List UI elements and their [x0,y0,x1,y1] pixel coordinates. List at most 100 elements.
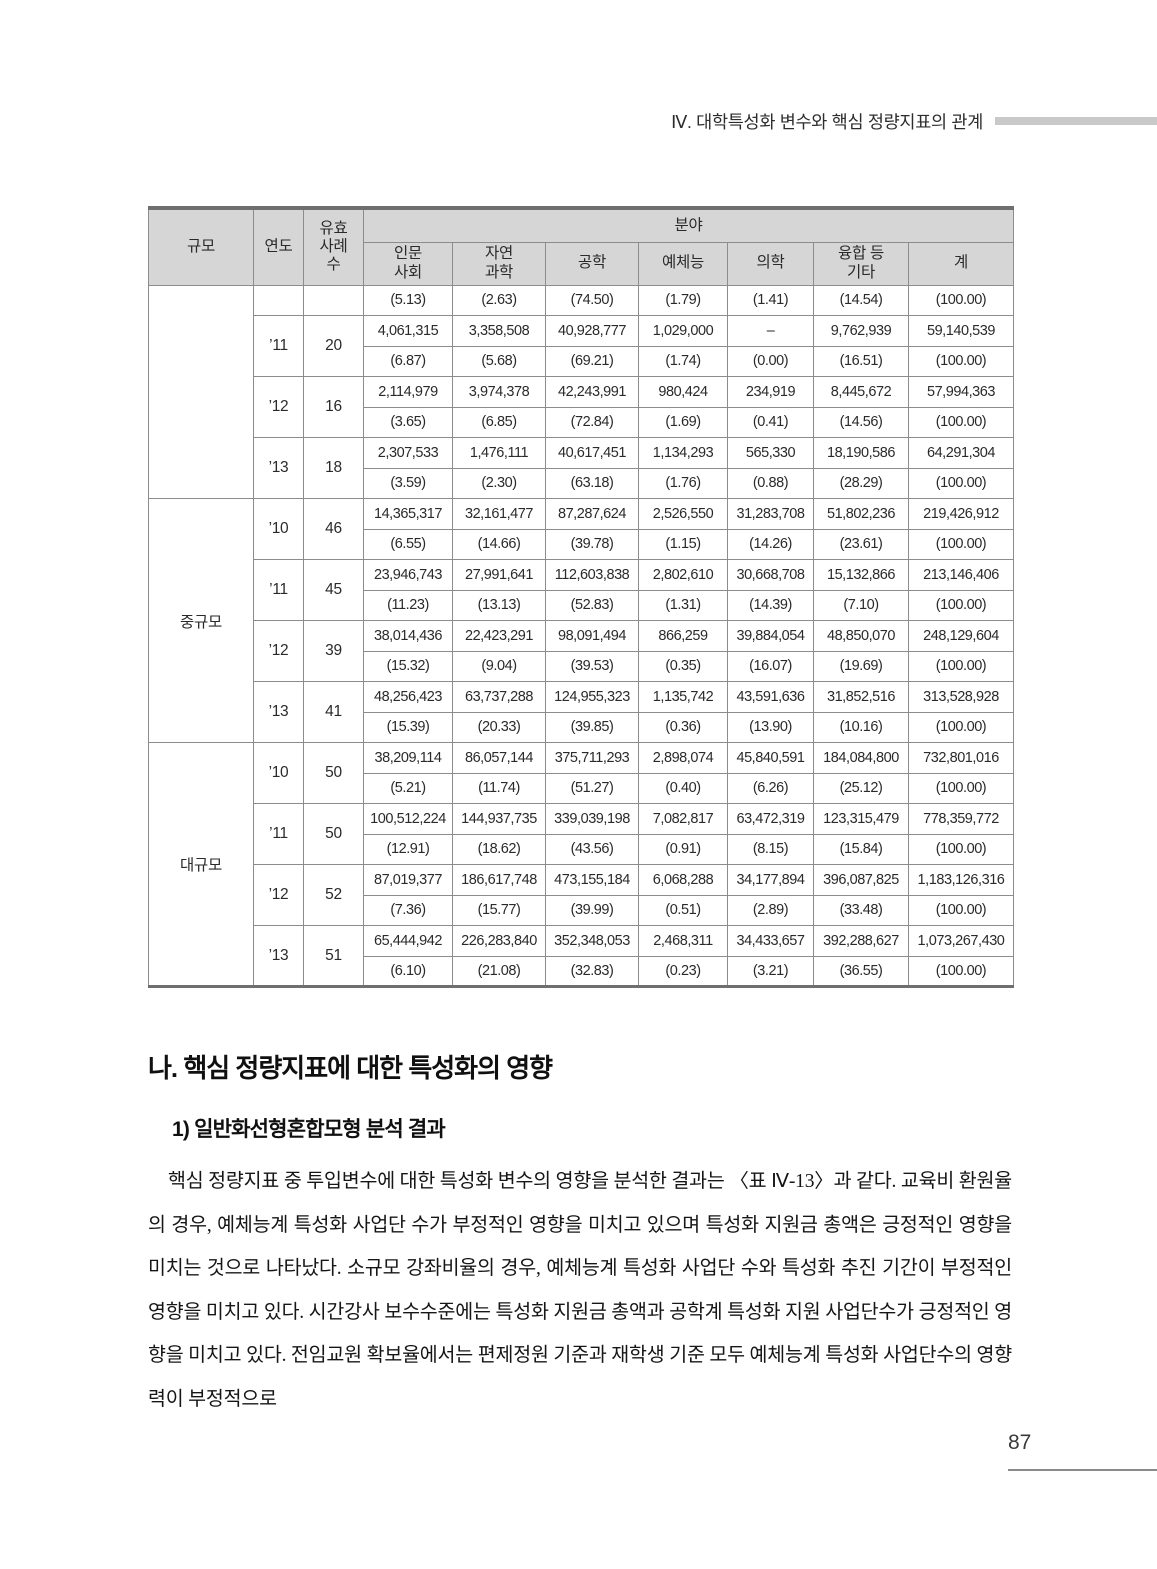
value-cell: 87,287,624 [545,498,639,530]
running-header: Ⅳ. 대학특성화 변수와 핵심 정량지표의 관계 [0,106,1157,136]
pct-cell: (13.13) [452,589,546,621]
value-cell: 778,359,772 [908,803,1014,835]
value-cell: 48,850,070 [813,620,909,652]
pct-cell: (25.12) [813,772,909,804]
value-cell: 42,243,991 [545,376,639,408]
table-row: ’13 18 2,307,533 1,476,111 40,617,451 1,134,2… [149,437,1014,499]
value-cell: 2,307,533 [363,437,453,469]
header-accent-bar [995,117,1157,125]
scale-cell: 중규모 [148,498,254,743]
year-cell: ’11 [253,315,304,377]
value-cell: 27,991,641 [452,559,546,591]
pct-cell: (0.88) [727,467,814,499]
value-cell: 59,140,539 [908,315,1014,347]
pct-cell: (1.69) [638,406,728,438]
pct-cell: (0.91) [638,833,728,865]
body-paragraph: 핵심 정량지표 중 투입변수에 대한 특성화 변수의 영향을 분석한 결과는 〈… [148,1171,1012,1410]
value-cell: 980,424 [638,376,728,408]
pct-cell: (0.23) [638,955,728,987]
value-cell: 30,668,708 [727,559,814,591]
pct-cell: (3.65) [363,406,453,438]
table-row: (15.32) (9.04) (39.53) (0.35) (16.07) (19.69)… [149,650,1014,682]
pct-cell: (0.36) [638,711,728,743]
value-cell: 98,091,494 [545,620,639,652]
field-header: 인문 사회 [363,241,453,286]
table-row: ’13 41 48,256,423 63,737,288 124,955,323 1,13… [149,681,1014,743]
value-cell: 32,161,477 [452,498,546,530]
pct-cell: (69.21) [545,345,639,377]
cases-cell: 45 [303,559,364,621]
value-cell: 473,155,184 [545,864,639,896]
pct-cell: (6.87) [363,345,453,377]
value-cell: 124,955,323 [545,681,639,713]
section-heading: 나. 핵심 정량지표에 대한 특성화의 영향 [148,1053,553,1083]
pct-cell: (1.74) [638,345,728,377]
cases-cell: 51 [303,925,364,987]
pct-cell: (14.56) [813,406,909,438]
table-row: (15.39) (20.33) (39.85) (0.36) (13.90) (10.16… [149,711,1014,743]
table-row: (5.13) (2.63) (74.50) (1.79) (1.41) (14.54) (1… [148,284,1014,499]
pct-cell: (39.53) [545,650,639,682]
value-cell: 2,898,074 [638,742,728,774]
value-cell: 112,603,838 [545,559,639,591]
pct-cell: (100.00) [908,284,1014,316]
pct-cell: (52.83) [545,589,639,621]
pct-cell: (20.33) [452,711,546,743]
value-cell: 2,114,979 [363,376,453,408]
value-cell: 14,365,317 [363,498,453,530]
value-cell: 8,445,672 [813,376,909,408]
pct-cell: (7.36) [363,894,453,926]
pct-cell: (28.29) [813,467,909,499]
pct-cell: (43.56) [545,833,639,865]
value-cell: 6,068,288 [638,864,728,896]
pct-cell: (15.39) [363,711,453,743]
pct-cell: (21.08) [452,955,546,987]
pct-cell: (100.00) [908,772,1014,804]
pct-cell: (100.00) [908,894,1014,926]
pct-cell: (14.26) [727,528,814,560]
pct-cell: (9.04) [452,650,546,682]
field-group-header: 분야 [363,207,1014,243]
pct-cell: (0.35) [638,650,728,682]
pct-cell: (16.51) [813,345,909,377]
value-cell: 48,256,423 [363,681,453,713]
pct-cell: (0.40) [638,772,728,804]
field-header: 융합 등 기타 [813,241,909,286]
value-cell: 64,291,304 [908,437,1014,469]
pct-cell: (74.50) [545,284,639,316]
year-cell: ’13 [253,681,304,743]
value-cell: 22,423,291 [452,620,546,652]
value-cell: 63,737,288 [452,681,546,713]
value-cell: 63,472,319 [727,803,814,835]
value-cell: – [727,315,814,347]
pct-cell: (11.23) [363,589,453,621]
cases-cell: 16 [303,376,364,438]
value-cell: 234,919 [727,376,814,408]
table-row: 대규모 ’10 50 38,209,114 86,057,144 375,711,293 2… [148,742,1014,987]
pct-cell: (13.90) [727,711,814,743]
pct-cell: (1.31) [638,589,728,621]
value-cell: 38,014,436 [363,620,453,652]
pct-cell: (3.21) [727,955,814,987]
value-cell: 87,019,377 [363,864,453,896]
pct-cell: (1.15) [638,528,728,560]
value-cell: 866,259 [638,620,728,652]
value-cell: 31,283,708 [727,498,814,530]
value-cell: 1,134,293 [638,437,728,469]
pct-cell: (0.51) [638,894,728,926]
scale-cell: 대규모 [148,742,254,987]
valid-cases-header: 유효 사례 수 [303,207,364,286]
pct-cell: (36.55) [813,955,909,987]
pct-cell: (19.69) [813,650,909,682]
pct-cell: (1.79) [638,284,728,316]
table-row: (6.55) (14.66) (39.78) (1.15) (14.26) (23.61)… [149,528,1014,560]
pct-cell: (100.00) [908,955,1014,987]
value-cell: 40,617,451 [545,437,639,469]
year-cell: ’12 [253,620,304,682]
year-cell: ’10 [253,742,304,804]
value-cell: 2,526,550 [638,498,728,530]
field-header: 의학 [727,241,814,286]
value-cell: 186,617,748 [452,864,546,896]
value-cell: 34,433,657 [727,925,814,957]
value-cell: 40,928,777 [545,315,639,347]
